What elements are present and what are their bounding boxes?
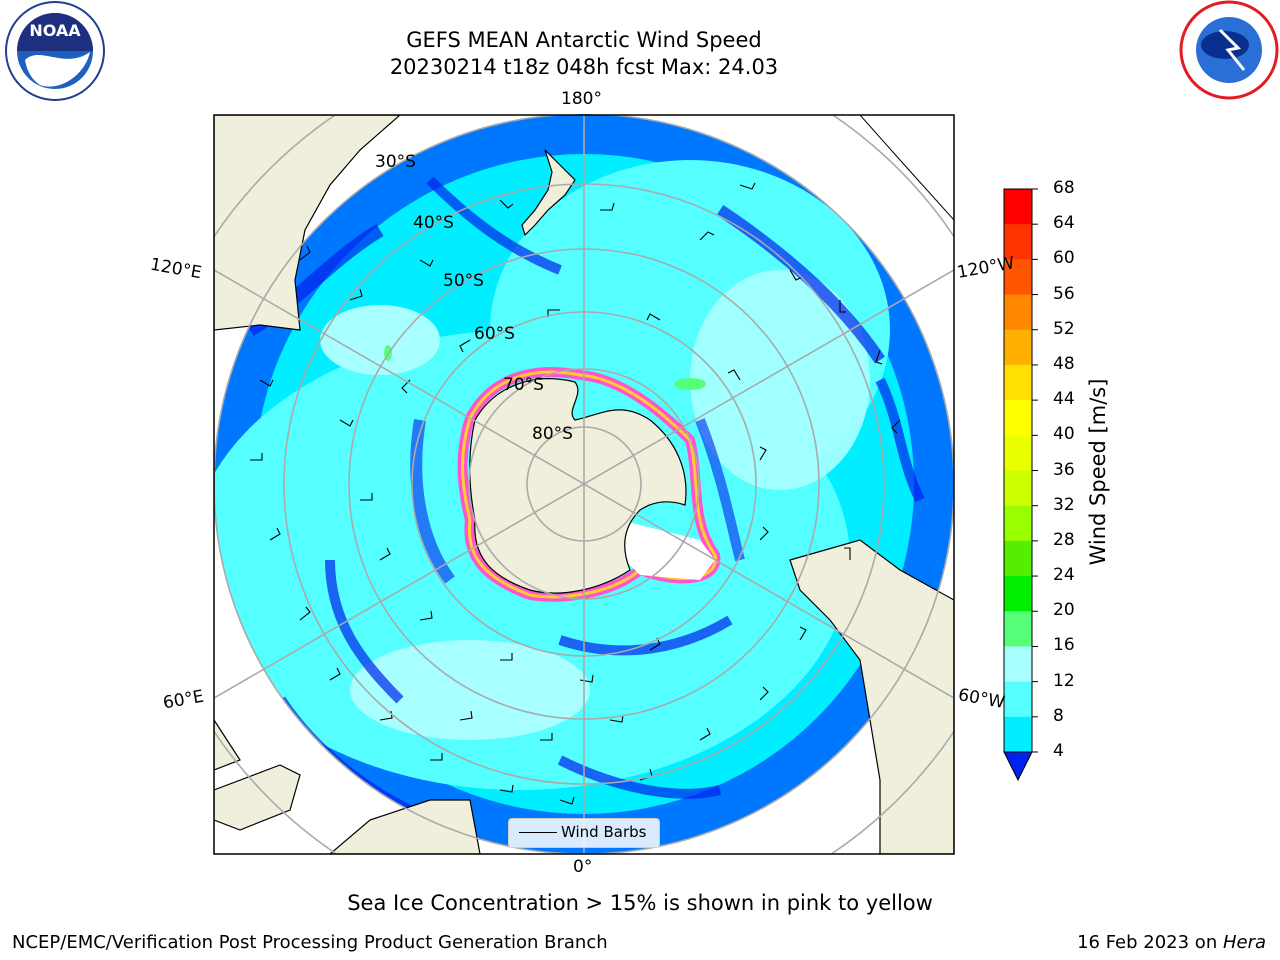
noaa-logo: NOAA (5, 1, 105, 101)
colorbar-bin (1004, 400, 1032, 436)
colorbar-bin (1004, 294, 1032, 331)
caption: Sea Ice Concentration > 15% is shown in … (347, 891, 933, 915)
colorbar-bin (1004, 435, 1032, 471)
colorbar-title: Wind Speed [m/s] (1086, 378, 1110, 566)
graticule (214, 115, 954, 854)
colorbar-tick-label: 16 (1053, 635, 1075, 656)
lat-label-80s: 80°S (532, 424, 573, 444)
lat-label-40s: 40°S (413, 213, 454, 233)
colorbar-tick-label: 60 (1053, 248, 1075, 269)
lon-label-180: 180° (561, 89, 602, 109)
colorbar-bin (1004, 259, 1032, 296)
colorbar-tick-label: 12 (1053, 670, 1075, 691)
footer-left: NCEP/EMC/Verification Post Processing Pr… (12, 932, 608, 953)
colorbar-tick-label: 40 (1053, 424, 1075, 445)
colorbar-tick-label: 52 (1053, 318, 1075, 339)
colorbar-tick-label: 24 (1053, 565, 1075, 586)
colorbar-bin (1004, 189, 1032, 225)
footer-date: 16 Feb 2023 on (1077, 932, 1223, 953)
colorbar-tick-label: 4 (1053, 741, 1064, 761)
chart-title: GEFS MEAN Antarctic Wind Speed (406, 28, 762, 52)
map-legend: Wind Barbs (508, 818, 660, 848)
colorbar-bin (1004, 329, 1032, 366)
colorbar-bin (1004, 611, 1032, 647)
colorbar-tick-label: 28 (1053, 529, 1075, 550)
footer-system: Hera (1222, 932, 1266, 953)
colorbar-tick-label: 32 (1053, 494, 1075, 515)
colorbar-bin (1004, 364, 1032, 401)
colorbar-bin (1004, 224, 1032, 260)
legend-label: Wind Barbs (561, 823, 647, 841)
colorbar-tick-label: 56 (1053, 283, 1075, 304)
noaa-logo-text: NOAA (29, 21, 81, 40)
colorbar-tick-label: 48 (1053, 353, 1075, 374)
colorbar-bin (1004, 540, 1032, 577)
lon-label-0: 0° (573, 857, 593, 877)
colorbar-tick-label: 20 (1053, 600, 1075, 621)
footer-right: 16 Feb 2023 on Hera (1077, 932, 1266, 953)
chart-subtitle: 20230214 t18z 048h fcst Max: 24.03 (389, 55, 779, 79)
colorbar-bin (1004, 646, 1032, 683)
nws-logo (1179, 0, 1279, 100)
wind-barb-legend-line (519, 832, 557, 833)
colorbar-bin (1004, 681, 1032, 718)
colorbar-tick-label: 64 (1053, 213, 1075, 234)
colorbar-under-arrow (1003, 751, 1033, 782)
lat-label-30s: 30°S (375, 152, 416, 172)
lat-label-60s: 60°S (474, 324, 515, 344)
colorbar-tick-label: 68 (1053, 178, 1075, 198)
colorbar-bin (1004, 716, 1032, 753)
colorbar (1003, 188, 1038, 782)
colorbar-tick-label: 44 (1053, 389, 1075, 410)
colorbar-bin (1004, 505, 1032, 542)
colorbar-bin (1004, 576, 1032, 612)
lat-label-70s: 70°S (503, 375, 544, 395)
lat-label-50s: 50°S (443, 271, 484, 291)
colorbar-bin (1004, 470, 1032, 507)
colorbar-tick-label: 36 (1053, 459, 1075, 480)
colorbar-tick-label: 8 (1053, 705, 1064, 726)
